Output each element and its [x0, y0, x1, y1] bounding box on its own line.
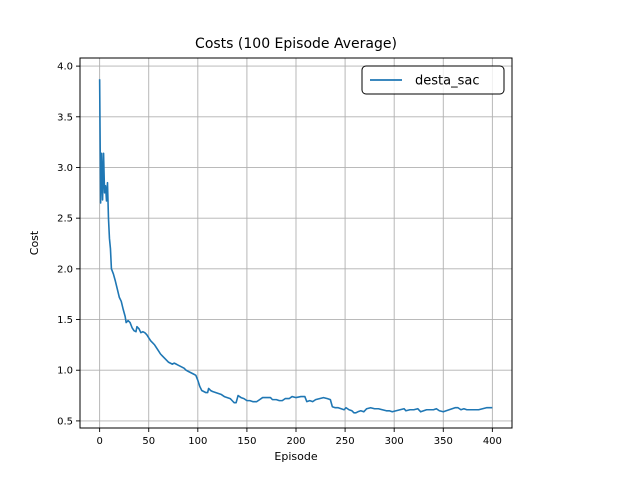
- x-tick-label: 100: [188, 436, 207, 447]
- y-axis-title: Cost: [28, 230, 41, 255]
- x-tick-label: 300: [385, 436, 404, 447]
- legend: desta_sac: [361, 65, 505, 95]
- y-tick-label: 1.0: [57, 366, 73, 377]
- y-tick-label: 3.5: [57, 112, 73, 123]
- x-axis-title: Episode: [274, 450, 317, 463]
- legend-label: desta_sac: [415, 74, 479, 89]
- x-tick-label: 350: [434, 436, 453, 447]
- grid: [80, 58, 512, 428]
- x-tick-label: 400: [483, 436, 502, 447]
- y-tick-label: 1.5: [57, 315, 73, 326]
- x-tick-label: 200: [286, 436, 305, 447]
- y-tick-label: 0.5: [57, 416, 73, 427]
- plot-lines: [98, 79, 493, 414]
- legend-box: [361, 65, 505, 95]
- x-tick-label: 250: [336, 436, 355, 447]
- y-tick-label: 2.0: [57, 264, 73, 275]
- series-line-desta_sac: [98, 79, 493, 414]
- y-tick-label: 2.5: [57, 214, 73, 225]
- chart-title: Costs (100 Episode Average): [195, 36, 397, 52]
- ticks: 0 50 100 150 200 250 300 350 400 0.5 1.0 1.5 2.0 2.5 3…: [57, 62, 502, 447]
- x-tick-label: 50: [142, 436, 155, 447]
- y-tick-label: 4.0: [57, 62, 73, 73]
- y-tick-label: 3.0: [57, 163, 73, 174]
- x-tick-label: 0: [96, 436, 102, 447]
- x-tick-label: 150: [237, 436, 256, 447]
